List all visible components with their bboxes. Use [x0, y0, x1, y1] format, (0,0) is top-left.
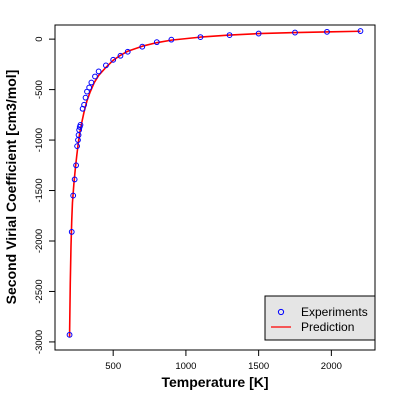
experiment-point — [255, 30, 262, 37]
experiment-point — [92, 73, 98, 80]
series-layer — [66, 28, 364, 338]
experiment-point — [168, 36, 175, 43]
experiment-point — [73, 162, 79, 169]
experiment-point — [86, 84, 93, 91]
y-tick-label: -2500 — [34, 279, 45, 303]
experiment-point — [81, 101, 87, 108]
experiment-point — [68, 229, 75, 235]
y-tick-label: 0 — [34, 36, 45, 41]
experiment-point — [124, 48, 131, 55]
x-tick-label: 2000 — [321, 361, 342, 372]
experiment-point — [292, 29, 298, 36]
y-tick-label: -2000 — [34, 229, 45, 253]
y-tick-label: -1500 — [34, 178, 45, 202]
y-tick-label: -3000 — [34, 330, 45, 354]
experiment-point — [76, 127, 83, 133]
experiment-point — [95, 68, 102, 75]
experiment-point — [71, 176, 78, 183]
experiment-point — [70, 192, 77, 199]
experiment-point — [110, 56, 117, 63]
experiment-point — [82, 94, 89, 101]
experiment-point — [77, 122, 84, 128]
experiment-point — [324, 28, 330, 35]
experiment-point — [117, 52, 124, 59]
x-tick-label: 500 — [105, 361, 121, 372]
prediction-line — [68, 30, 361, 337]
experiment-point — [153, 39, 160, 46]
x-axis: 500 1000 1500 2000 — [105, 350, 342, 372]
experiment-point — [139, 43, 146, 50]
y-tick-label: -500 — [34, 80, 45, 99]
y-axis-title: Second Virial Coefficient [cm3/mol] — [3, 70, 19, 305]
legend-experiments-marker — [277, 308, 285, 316]
y-axis: 0 -500 -1000 -1500 -2000 -2500 -3000 — [34, 36, 55, 354]
experiment-point — [66, 331, 73, 338]
x-axis-title: Temperature [K] — [161, 374, 268, 390]
experiment-point — [226, 32, 233, 38]
experiment-point — [74, 143, 81, 150]
y-tick-label: -1000 — [34, 128, 45, 152]
experiment-point — [88, 79, 95, 86]
legend: Experiments Prediction — [264, 295, 376, 341]
legend-experiments-label: Experiments — [301, 305, 368, 319]
x-tick-label: 1500 — [248, 361, 269, 372]
legend-prediction-label: Prediction — [301, 320, 354, 334]
experiment-point — [357, 28, 364, 34]
x-tick-label: 1000 — [175, 361, 196, 372]
experiment-point — [103, 62, 109, 69]
experiment-point — [197, 34, 204, 41]
legend-box — [264, 295, 376, 341]
